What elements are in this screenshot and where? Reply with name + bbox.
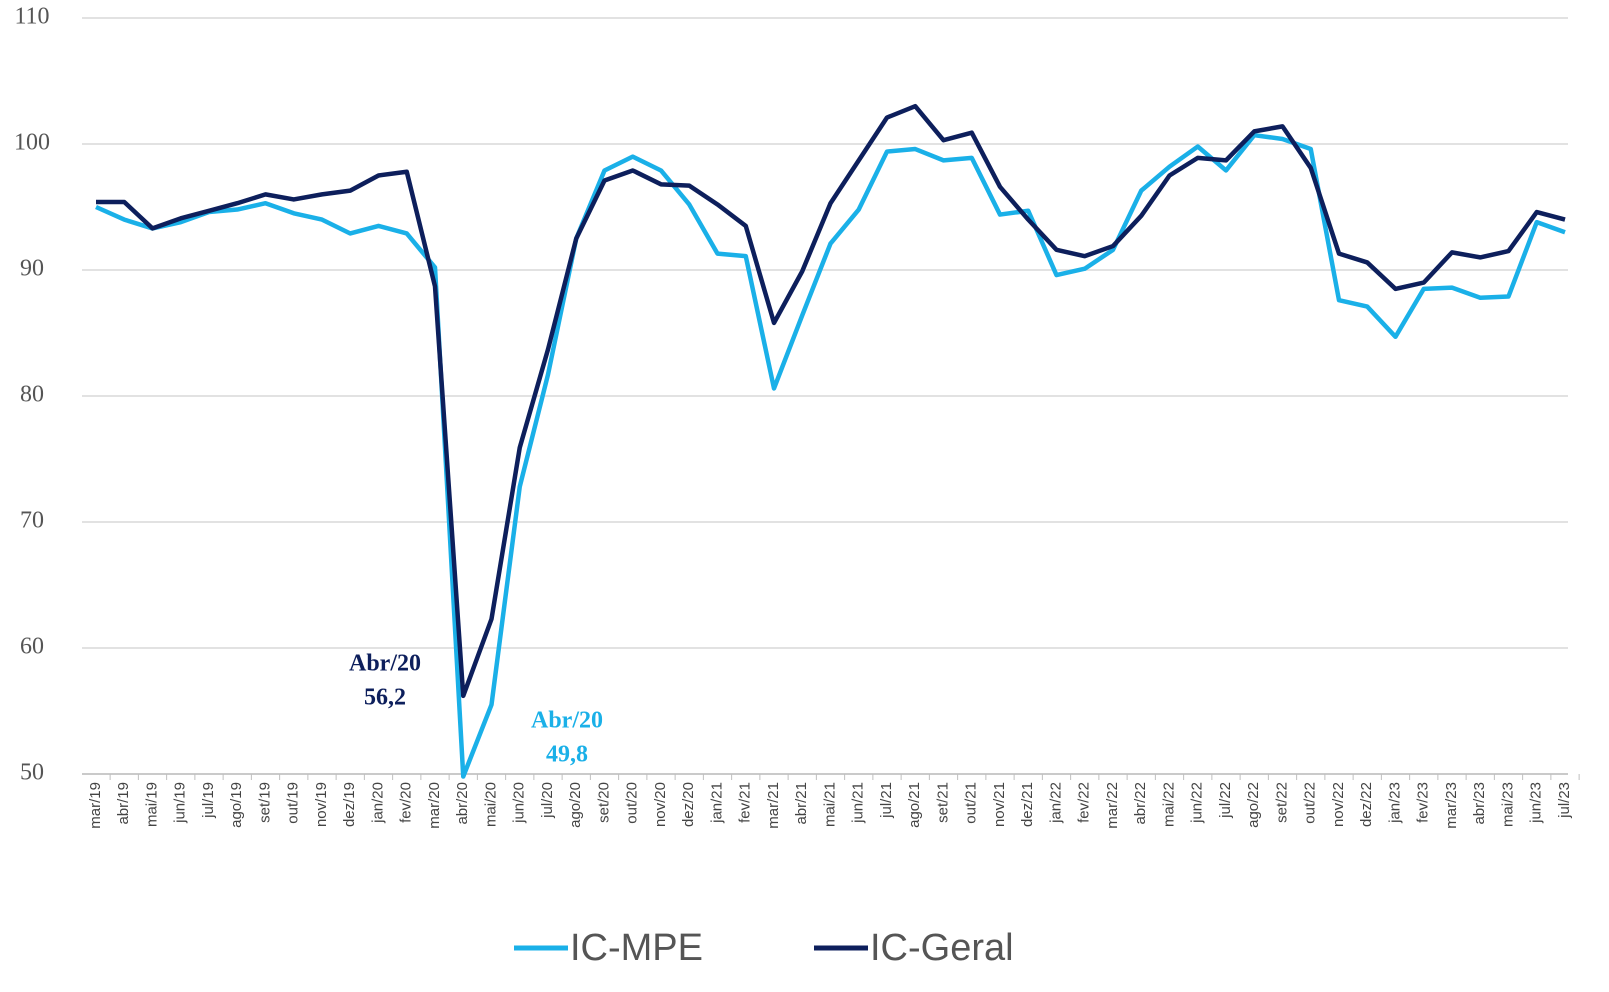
- y-tick-label: 100: [14, 130, 50, 156]
- y-tick-label: 90: [20, 256, 44, 282]
- x-tick-label: mar/21: [765, 782, 782, 829]
- x-tick-label: jan/22: [1047, 782, 1064, 824]
- x-tick-label: set/21: [934, 782, 951, 823]
- x-tick-label: abr/20: [454, 782, 471, 825]
- x-tick-label: dez/19: [341, 782, 358, 827]
- x-tick-label: mai/20: [482, 782, 499, 827]
- x-tick-label: jun/23: [1528, 782, 1545, 824]
- x-tick-label: abr/22: [1132, 782, 1149, 825]
- y-tick-label: 70: [20, 508, 44, 534]
- annotation: 49,8: [546, 742, 588, 768]
- x-tick-label: abr/19: [115, 782, 132, 825]
- x-tick-label: mai/21: [821, 782, 838, 827]
- x-tick-label: set/20: [595, 782, 612, 823]
- x-tick-label: jun/22: [1189, 782, 1206, 824]
- x-tick-label: dez/22: [1358, 782, 1375, 827]
- annotation: Abr/20: [349, 651, 421, 677]
- series-line: [96, 103, 1566, 699]
- x-tick-label: jul/22: [1217, 782, 1234, 819]
- x-tick-label: set/19: [256, 782, 273, 823]
- x-tick-label: mar/23: [1443, 782, 1460, 829]
- x-tick-label: out/20: [624, 782, 641, 824]
- series-line: [95, 132, 1566, 779]
- x-tick-label: ago/20: [567, 782, 584, 828]
- x-tick-label: jun/21: [850, 782, 867, 824]
- x-tick-label: ago/21: [906, 782, 923, 828]
- x-tick-label: jun/20: [511, 782, 528, 824]
- x-tick-label: jul/21: [878, 782, 895, 819]
- x-tick-label: jul/19: [200, 782, 217, 819]
- x-tick-label: fev/21: [737, 782, 754, 823]
- x-tick-label: mai/19: [143, 782, 160, 827]
- x-tick-label: jan/20: [369, 782, 386, 824]
- x-tick-label: dez/20: [680, 782, 697, 827]
- x-tick-label: fev/23: [1415, 782, 1432, 823]
- legend-label: IC-Geral: [870, 927, 1014, 969]
- x-tick-label: dez/21: [1019, 782, 1036, 827]
- x-tick-label: jan/23: [1386, 782, 1403, 824]
- x-tick-label: nov/20: [652, 782, 669, 827]
- y-tick-label: 60: [20, 634, 44, 660]
- legend-label: IC-MPE: [570, 927, 703, 969]
- x-tick-label: mai/23: [1499, 782, 1516, 827]
- x-tick-label: set/22: [1273, 782, 1290, 823]
- x-tick-label: abr/23: [1471, 782, 1488, 825]
- x-tick-label: ago/19: [228, 782, 245, 828]
- x-tick-label: nov/22: [1330, 782, 1347, 827]
- annotation: Abr/20: [531, 708, 603, 734]
- y-tick-label: 110: [14, 4, 49, 30]
- x-tick-label: mai/22: [1160, 782, 1177, 827]
- x-tick-label: fev/20: [398, 782, 415, 823]
- x-tick-label: mar/22: [1104, 782, 1121, 829]
- x-tick-label: abr/21: [793, 782, 810, 825]
- x-tick-label: out/19: [285, 782, 302, 824]
- x-tick-label: ago/22: [1245, 782, 1262, 828]
- x-tick-label: fev/22: [1076, 782, 1093, 823]
- x-tick-label: mar/19: [87, 782, 104, 829]
- x-tick-label: out/21: [963, 782, 980, 824]
- annotation: 56,2: [364, 685, 406, 711]
- x-tick-label: mar/20: [426, 782, 443, 829]
- x-tick-label: out/22: [1302, 782, 1319, 824]
- x-tick-label: jul/23: [1556, 782, 1573, 819]
- y-tick-label: 80: [20, 382, 44, 408]
- x-tick-label: nov/19: [313, 782, 330, 827]
- x-tick-label: jun/19: [172, 782, 189, 824]
- y-tick-label: 50: [20, 760, 44, 786]
- x-tick-label: jul/20: [539, 782, 556, 819]
- x-tick-label: nov/21: [991, 782, 1008, 827]
- x-tick-label: jan/21: [708, 782, 725, 824]
